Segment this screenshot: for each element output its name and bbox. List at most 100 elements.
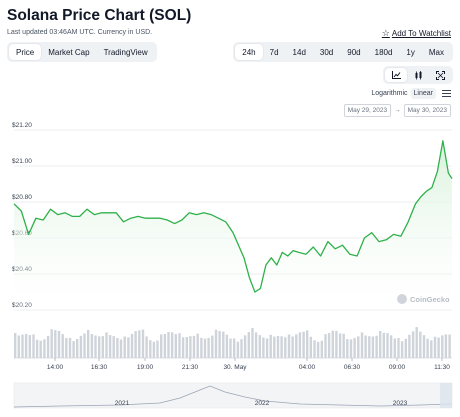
volume-bar bbox=[90, 334, 94, 358]
volume-bar bbox=[138, 330, 141, 358]
volume-bar bbox=[61, 334, 64, 358]
volume-bar bbox=[181, 337, 185, 358]
volume-bar bbox=[313, 340, 316, 358]
tab-price[interactable]: Price bbox=[9, 44, 42, 60]
volume-bar bbox=[207, 337, 210, 358]
tab-market-cap[interactable]: Market Cap bbox=[48, 47, 90, 57]
menu-icon[interactable] bbox=[442, 90, 451, 97]
date-to-input[interactable]: May 30, 2023 bbox=[403, 104, 451, 117]
volume-bar bbox=[108, 335, 112, 358]
scale-linear[interactable]: Linear bbox=[410, 88, 436, 99]
volume-bar bbox=[247, 332, 250, 358]
watermark-text: CoinGecko bbox=[410, 295, 450, 304]
price-area-fill bbox=[14, 140, 452, 310]
range-tabs: 24h 7d 14d 30d 90d 180d 1y Max bbox=[233, 42, 453, 62]
range-180d[interactable]: 180d bbox=[374, 47, 393, 57]
volume-bar bbox=[105, 332, 108, 358]
range-14d[interactable]: 14d bbox=[292, 47, 306, 57]
scale-logarithmic[interactable]: Logarithmic bbox=[371, 90, 408, 97]
navigator-tick-label: 2022 bbox=[255, 400, 270, 407]
volume-bar bbox=[83, 333, 86, 358]
x-tick-label: 30. May bbox=[223, 364, 247, 371]
volume-bar bbox=[170, 332, 174, 358]
volume-bar bbox=[123, 336, 126, 358]
volume-bar bbox=[21, 334, 24, 358]
volume-bar bbox=[28, 335, 31, 358]
volume-bar bbox=[400, 341, 404, 358]
x-tick-label: 09:00 bbox=[389, 364, 406, 371]
coingecko-logo bbox=[397, 294, 407, 304]
arrow-icon: → bbox=[394, 107, 401, 114]
volume-bar bbox=[145, 336, 148, 358]
volume-bar bbox=[368, 336, 371, 358]
tab-tradingview[interactable]: TradingView bbox=[103, 47, 148, 57]
volume-bar bbox=[163, 334, 167, 358]
x-tick-label: 16:30 bbox=[91, 364, 108, 371]
volume-bar bbox=[32, 334, 35, 358]
price-line bbox=[13, 140, 453, 293]
date-from-input[interactable]: May 29, 2023 bbox=[343, 104, 392, 117]
volume-bar bbox=[156, 340, 159, 358]
range-max[interactable]: Max bbox=[428, 47, 444, 57]
price-chart[interactable]: $21.20$21.00$20.80$20.60$20.40$20.20Coin… bbox=[0, 118, 460, 417]
range-24h[interactable]: 24h bbox=[235, 44, 263, 60]
volume-bar bbox=[192, 335, 196, 358]
volume-bar bbox=[415, 327, 418, 358]
range-30d[interactable]: 30d bbox=[319, 47, 334, 57]
volume-bar bbox=[430, 340, 433, 358]
volume-bar bbox=[225, 334, 229, 358]
volume-bar bbox=[68, 337, 72, 358]
volume-bar bbox=[276, 335, 280, 358]
volume-bar bbox=[302, 331, 305, 358]
add-to-watchlist-link[interactable]: ☆ Add To Watchlist bbox=[382, 28, 451, 39]
chart-type-toggle bbox=[383, 66, 453, 84]
volume-bar bbox=[419, 331, 422, 358]
volume-bar bbox=[397, 338, 400, 358]
candlestick-icon[interactable] bbox=[407, 68, 429, 82]
volume-bar bbox=[218, 331, 221, 358]
line-chart-icon[interactable] bbox=[385, 68, 407, 82]
volume-bar bbox=[116, 338, 119, 358]
x-tick-label: 19:00 bbox=[137, 364, 154, 371]
volume-bar bbox=[251, 328, 254, 358]
date-range: May 29, 2023 → May 30, 2023 bbox=[343, 104, 451, 117]
x-tick-label: 04:00 bbox=[299, 364, 316, 371]
scale-toggle: Logarithmic Linear bbox=[368, 88, 451, 99]
volume-bar bbox=[335, 330, 338, 358]
volume-bar bbox=[316, 341, 320, 358]
volume-bar bbox=[433, 336, 437, 358]
volume-bar bbox=[189, 336, 192, 358]
volume-bar bbox=[243, 335, 247, 358]
volume-bar bbox=[386, 333, 389, 358]
volume-bar bbox=[233, 338, 236, 358]
volume-bar bbox=[14, 333, 17, 358]
volume-bar bbox=[87, 329, 90, 358]
volume-bar bbox=[203, 338, 207, 358]
volume-bar bbox=[353, 338, 356, 358]
volume-bar bbox=[141, 329, 145, 358]
volume-bar bbox=[35, 339, 39, 358]
volume-bar bbox=[342, 333, 345, 358]
expand-icon[interactable] bbox=[429, 68, 451, 82]
range-1y[interactable]: 1y bbox=[406, 47, 415, 57]
volume-bar bbox=[236, 341, 240, 358]
volume-bar bbox=[57, 330, 61, 358]
y-tick-label: $21.00 bbox=[12, 158, 32, 165]
volume-bar bbox=[240, 339, 243, 358]
range-90d[interactable]: 90d bbox=[347, 47, 361, 57]
x-tick-label: 14:00 bbox=[47, 364, 64, 371]
watchlist-label: Add To Watchlist bbox=[391, 29, 451, 38]
volume-bar bbox=[298, 332, 302, 358]
range-7d[interactable]: 7d bbox=[269, 47, 279, 57]
navigator-tick-label: 2021 bbox=[115, 400, 130, 407]
volume-bar bbox=[422, 335, 426, 358]
star-icon: ☆ bbox=[381, 28, 390, 38]
volume-bar bbox=[411, 331, 415, 358]
volume-bar bbox=[357, 336, 360, 358]
volume-bar bbox=[185, 337, 188, 358]
volume-bar bbox=[101, 336, 104, 358]
volume-bar bbox=[152, 341, 156, 358]
volume-bar bbox=[379, 331, 382, 358]
volume-bar bbox=[24, 334, 28, 358]
volume-bar bbox=[393, 338, 396, 358]
